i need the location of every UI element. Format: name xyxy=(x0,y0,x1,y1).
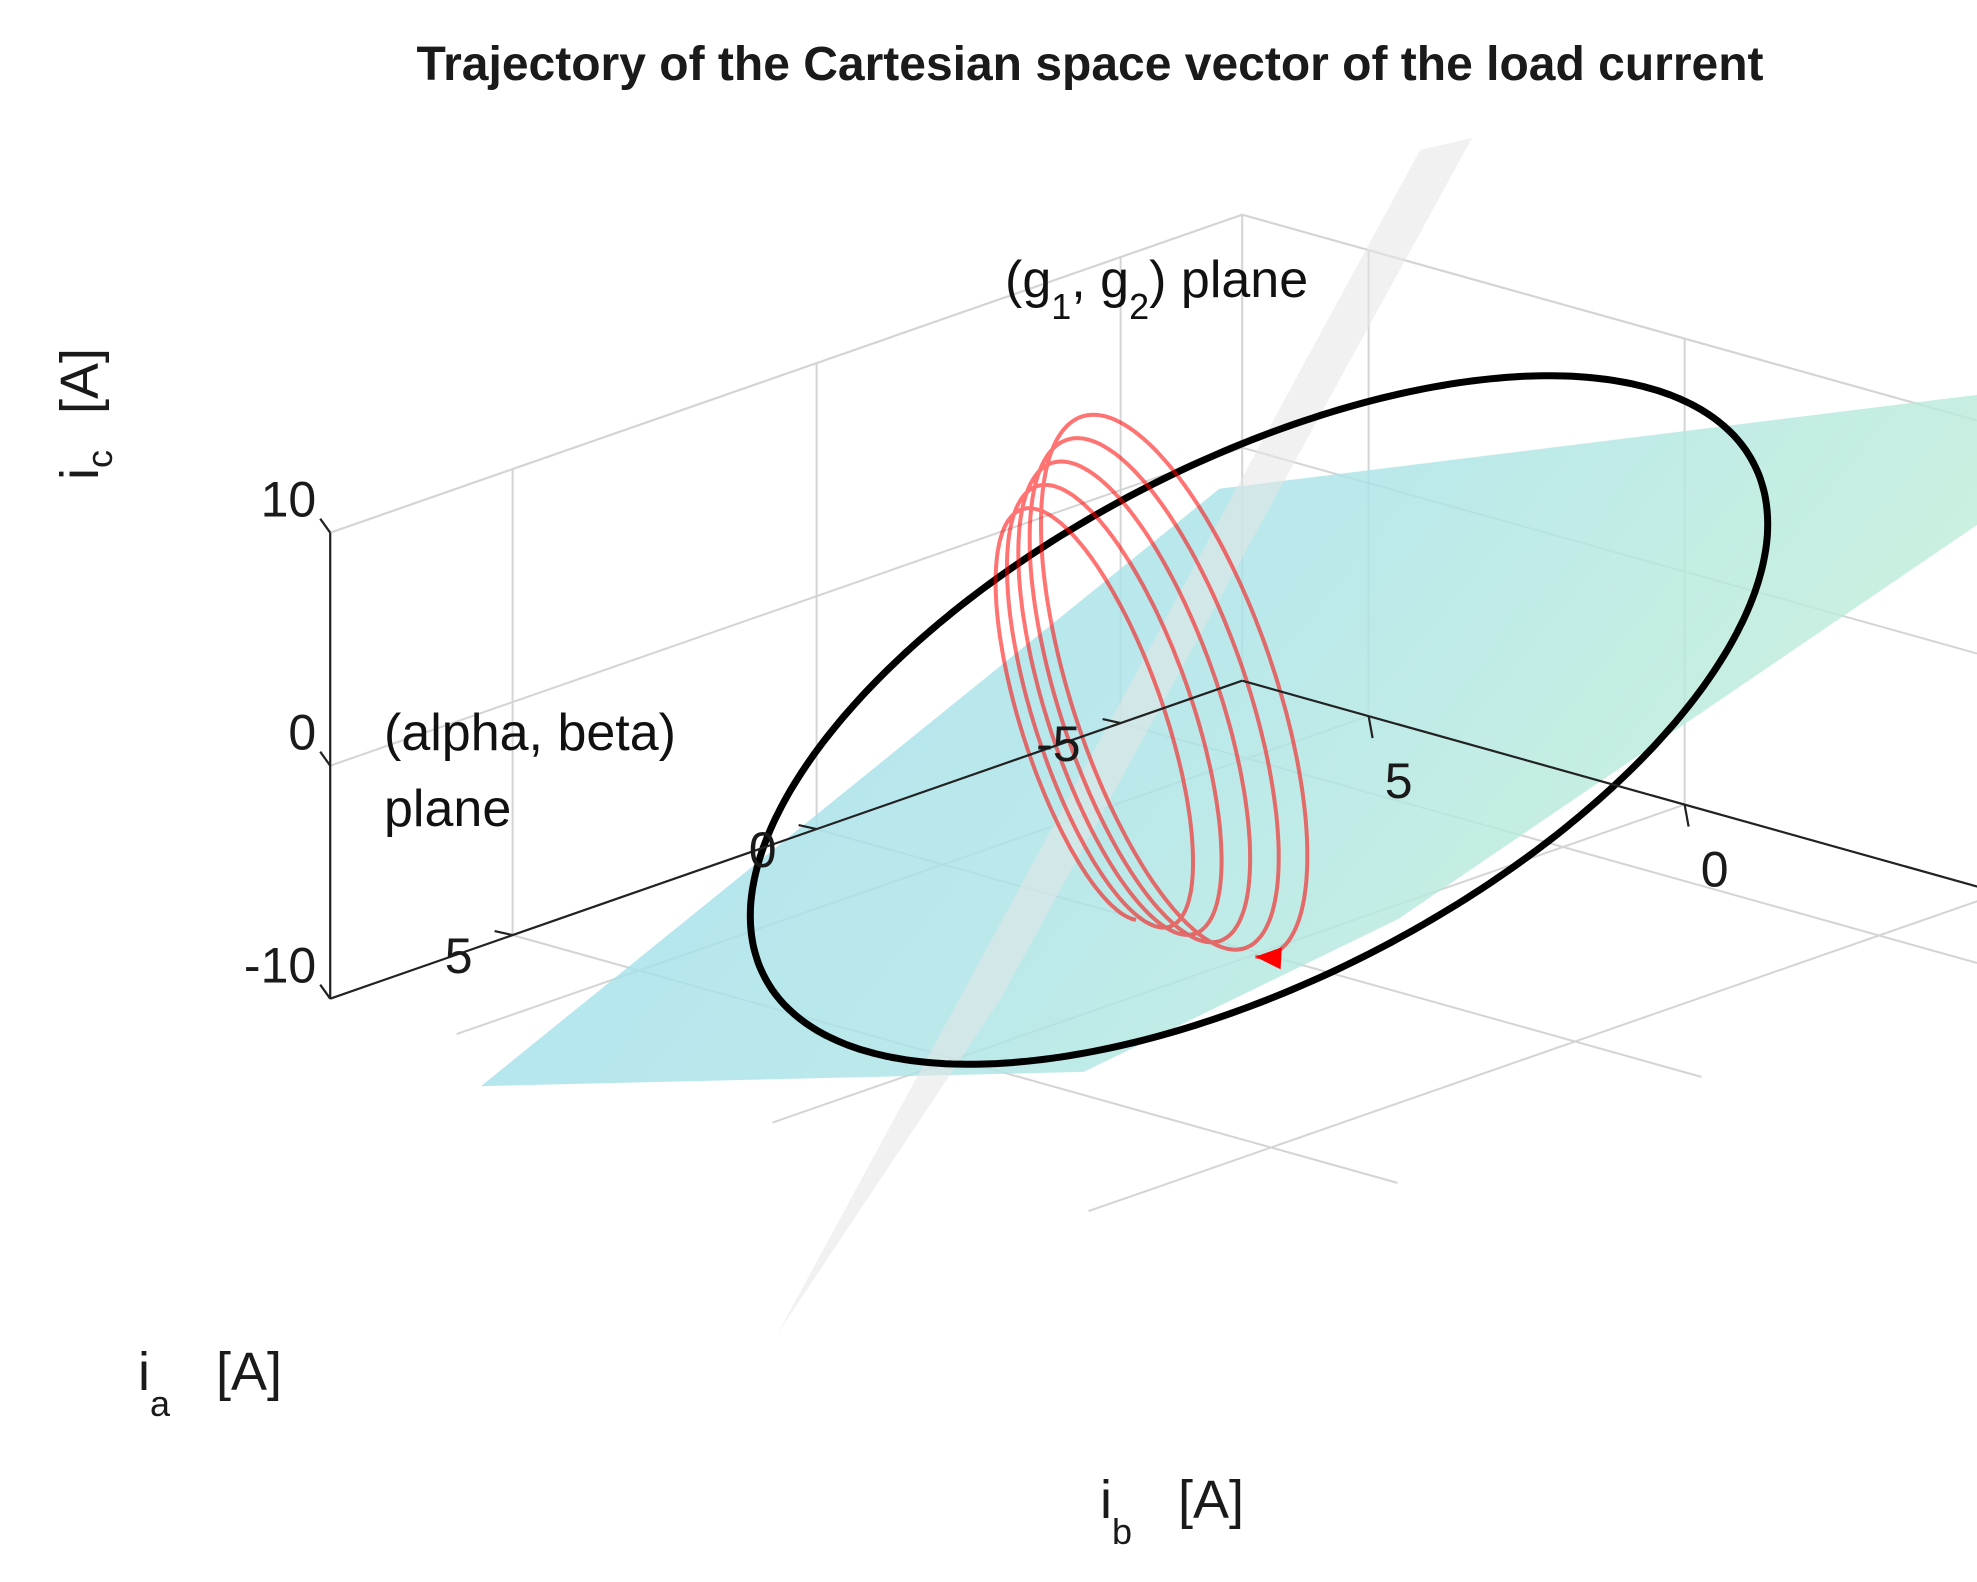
g-plane-open: (g xyxy=(1005,251,1051,309)
z-tick-mark-0 xyxy=(319,518,332,534)
x-axis-line xyxy=(329,679,1243,1000)
y-tick-label-0: 5 xyxy=(1385,753,1413,809)
z-axis-subscript: c xyxy=(79,450,120,468)
box-edge-4 xyxy=(329,213,1243,534)
annotation-alpha-beta-line2: plane xyxy=(384,780,511,838)
x-tick-label-2: -5 xyxy=(1036,716,1080,772)
z-axis-name: i xyxy=(50,468,110,480)
z-axis-unit: [A] xyxy=(50,348,110,414)
grid-wall-z2-1 xyxy=(329,446,1243,767)
x-axis-unit: [A] xyxy=(216,1342,282,1402)
g-plane-sub2: 2 xyxy=(1129,286,1149,327)
y-tick-label-1: 0 xyxy=(1701,842,1729,898)
series-transient-arrowhead xyxy=(1255,947,1282,970)
x-tick-label-1: 0 xyxy=(749,822,777,878)
z-tick-mark-1 xyxy=(319,751,332,767)
z-axis-label: ic [A] xyxy=(50,348,120,480)
axis-lines xyxy=(319,518,1977,1000)
y-tick-mark-1 xyxy=(1683,804,1690,827)
g-plane-comma: , g xyxy=(1071,251,1129,309)
grid-floor-y-2 xyxy=(1088,900,1977,1213)
x-axis-label: ia [A] xyxy=(138,1342,282,1424)
g-plane-close: ) plane xyxy=(1149,251,1308,309)
y-tick-mark-0 xyxy=(1367,715,1374,739)
alpha-beta-plane-surface xyxy=(480,394,1977,1087)
x-tick-label-0: 5 xyxy=(445,928,473,984)
y-axis-unit: [A] xyxy=(1178,1470,1244,1530)
z-tick-label-2: -10 xyxy=(244,938,316,994)
x-tick-mark-1 xyxy=(798,824,817,831)
series-steady-state-circle xyxy=(746,372,1772,1068)
y-axis-subscript: b xyxy=(1112,1511,1132,1552)
x-tick-mark-2 xyxy=(1102,718,1121,725)
annotation-alpha-beta-line1: (alpha, beta) xyxy=(384,704,676,762)
z-tick-label-1: 0 xyxy=(288,705,316,761)
y-axis-name: i xyxy=(1100,1470,1112,1530)
series-layer xyxy=(746,372,1772,1068)
y-axis-label: ib [A] xyxy=(1100,1470,1244,1552)
annotation-g-plane: (g1, g2) plane xyxy=(1005,251,1308,327)
chart-title: Trajectory of the Cartesian space vector… xyxy=(416,38,1763,91)
x-tick-mark-0 xyxy=(494,930,513,937)
g-plane-sub1: 1 xyxy=(1051,286,1071,327)
z-tick-mark-2 xyxy=(319,984,332,1000)
x-axis-subscript: a xyxy=(150,1383,171,1424)
g1-g2-plane-surface xyxy=(778,138,1472,1333)
x-axis-name: i xyxy=(138,1342,150,1402)
series-transient-spiral xyxy=(993,412,1310,960)
z-tick-label-0: 10 xyxy=(261,472,317,528)
